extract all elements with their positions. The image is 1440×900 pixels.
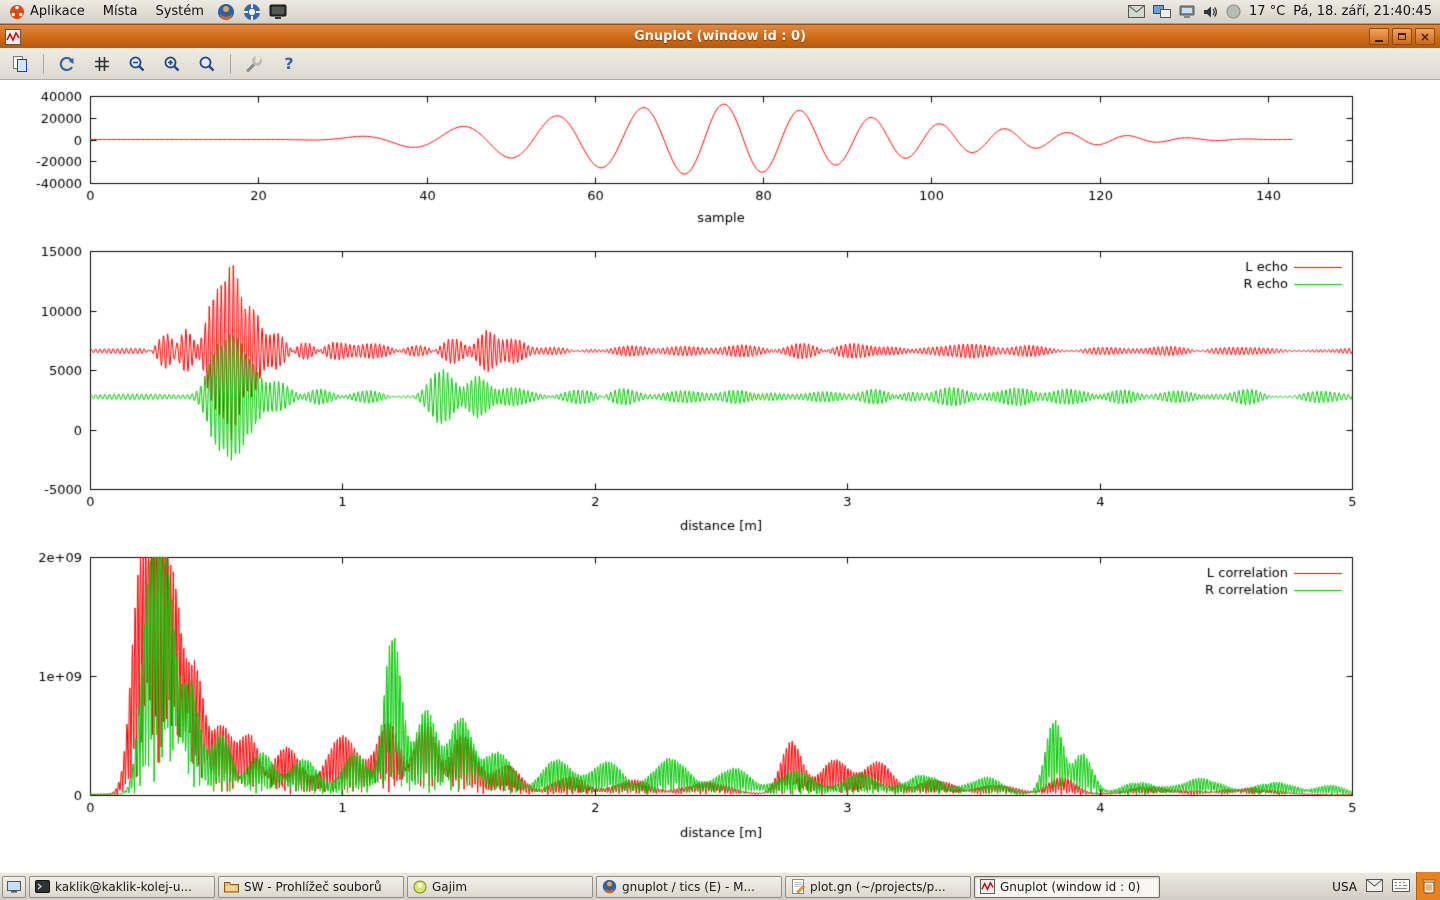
menu-applications-label: Aplikace — [30, 4, 85, 19]
replot-button[interactable] — [55, 52, 79, 76]
window-title: Gnuplot (window id : 0) — [633, 29, 807, 44]
menu-applications[interactable]: Aplikace — [0, 0, 94, 23]
file-manager-icon — [224, 882, 239, 893]
trash-icon — [1422, 879, 1435, 894]
desktop-icon — [7, 880, 21, 893]
gnome-bottom-panel: kaklik@kaklik-kolej-u... SW - Prohlížeč … — [0, 872, 1440, 900]
terminal-icon — [35, 880, 50, 893]
task-text-editor[interactable]: plot.gn (~/projects/p... — [785, 875, 971, 898]
gnuplot-window-titlebar[interactable]: Gnuplot (window id : 0) × — [0, 24, 1440, 48]
help-icon — [243, 3, 260, 20]
task-terminal[interactable]: kaklik@kaklik-kolej-u... — [29, 875, 215, 898]
unzoom-button[interactable] — [195, 52, 219, 76]
task-gnuplot[interactable]: Gnuplot (window id : 0) — [974, 875, 1160, 898]
menu-system-label: Systém — [155, 4, 204, 19]
close-button[interactable]: × — [1415, 28, 1435, 45]
trash-applet-button[interactable] — [1416, 872, 1440, 900]
help-launcher[interactable] — [239, 0, 265, 23]
window-controls: × — [1369, 28, 1435, 45]
echo-plot-canvas[interactable] — [0, 240, 1440, 540]
task-label: kaklik@kaklik-kolej-u... — [55, 879, 192, 894]
zoom-out-icon — [129, 56, 145, 71]
toolbar-separator — [43, 53, 44, 74]
help-button[interactable]: ? — [277, 52, 301, 76]
maximize-button[interactable] — [1392, 28, 1412, 45]
task-label: gnuplot / tics (E) - M... — [622, 879, 755, 894]
tray-mail-icon[interactable] — [1366, 878, 1383, 895]
distributor-logo-icon — [10, 4, 24, 19]
taskbar-tray: USA — [1332, 878, 1438, 895]
text-editor-icon — [792, 879, 805, 894]
task-gajim[interactable]: Gajim — [407, 875, 593, 898]
toggle-grid-button[interactable] — [90, 52, 114, 76]
firefox-icon — [217, 3, 234, 20]
close-icon: × — [1419, 29, 1431, 44]
minimize-icon — [1375, 40, 1383, 42]
task-firefox[interactable]: gnuplot / tics (E) - M... — [596, 875, 782, 898]
temperature-label: 17 °C — [1249, 4, 1286, 19]
task-label: SW - Prohlížeč souborů — [244, 879, 382, 894]
settings-button[interactable] — [242, 52, 266, 76]
firefox-launcher[interactable] — [213, 0, 239, 23]
zoom-previous-button[interactable] — [125, 52, 149, 76]
task-label: Gnuplot (window id : 0) — [1000, 879, 1141, 894]
copy-icon — [13, 55, 27, 72]
weather-icon[interactable] — [1226, 4, 1241, 19]
task-label: Gajim — [432, 879, 468, 894]
menu-places[interactable]: Místa — [94, 0, 147, 23]
gnuplot-window-icon — [5, 28, 21, 45]
correlation-plot-canvas[interactable] — [0, 548, 1440, 848]
network-icon[interactable] — [1153, 4, 1172, 19]
screenshot-launcher[interactable] — [265, 0, 291, 23]
panel-status-area: 17 °C Pá, 18. září, 21:40:45 — [1128, 0, 1440, 23]
tray-keyboard-icon[interactable] — [1392, 878, 1410, 895]
zoom-next-button[interactable] — [160, 52, 184, 76]
volume-icon[interactable] — [1203, 5, 1218, 19]
gnuplot-toolbar: ? — [0, 48, 1440, 80]
wrench-icon — [246, 54, 263, 72]
menu-system[interactable]: Systém — [146, 0, 212, 23]
clock[interactable]: Pá, 18. září, 21:40:45 — [1293, 4, 1432, 19]
task-label: plot.gn (~/projects/p... — [810, 879, 946, 894]
keyboard-layout-indicator[interactable]: USA — [1332, 879, 1357, 894]
refresh-icon — [59, 56, 74, 71]
firefox-icon — [602, 879, 617, 894]
task-file-manager[interactable]: SW - Prohlížeč souborů — [218, 875, 404, 898]
monitor-icon — [269, 4, 287, 19]
toolbar-separator — [230, 53, 231, 74]
gnome-top-panel: Aplikace Místa Systém 17 °C Pá, 18. září… — [0, 0, 1440, 24]
minimize-button[interactable] — [1369, 28, 1389, 45]
gnuplot-icon — [980, 879, 995, 894]
maximize-icon — [1398, 33, 1406, 40]
menu-places-label: Místa — [102, 4, 138, 19]
gajim-icon — [413, 880, 427, 893]
help-question-icon: ? — [284, 54, 294, 73]
zoom-in-icon — [164, 56, 180, 71]
show-desktop-button[interactable] — [2, 875, 26, 898]
copy-to-clipboard-button[interactable] — [8, 52, 32, 76]
signal-plot-canvas[interactable] — [0, 80, 1440, 240]
zoom-reset-icon — [199, 56, 215, 71]
grid-icon — [95, 56, 109, 71]
remote-desktop-icon[interactable] — [1179, 5, 1195, 19]
mail-notification-icon[interactable] — [1128, 5, 1146, 18]
